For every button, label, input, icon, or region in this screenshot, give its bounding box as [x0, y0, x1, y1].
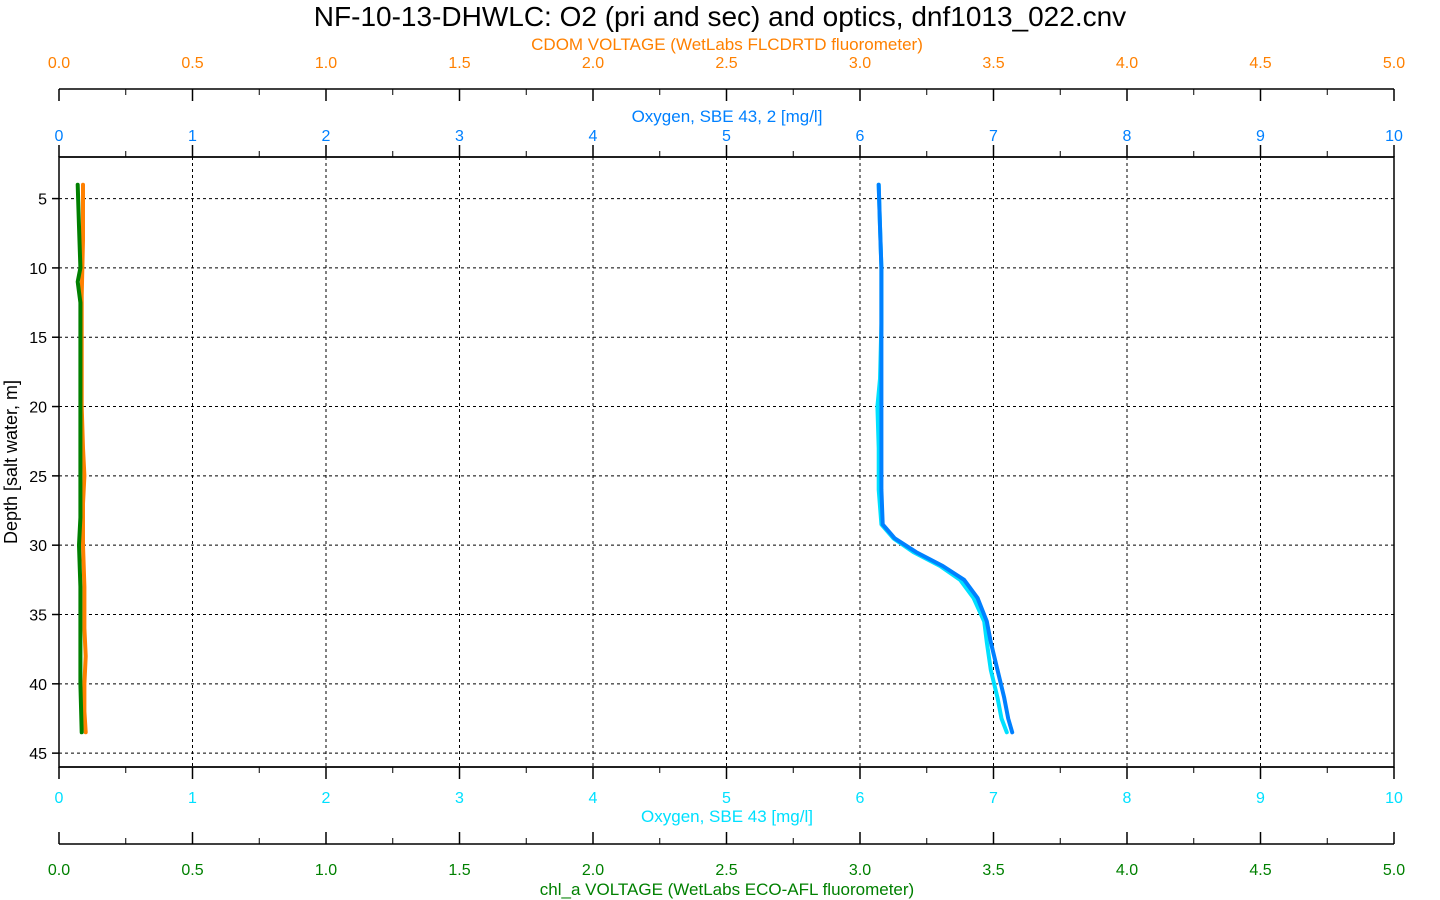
- top-outer-axis-tick-label: 2.0: [582, 55, 604, 72]
- bottom-outer-axis-tick-label: 4.5: [1249, 862, 1271, 879]
- top-outer-axis-tick-label: 0.0: [48, 55, 70, 72]
- bottom-outer-axis-tick-label: 4.0: [1116, 862, 1138, 879]
- top-outer-axis-label: CDOM VOLTAGE (WetLabs FLCDRTD fluoromete…: [531, 35, 923, 54]
- series-line-bottom-outer: [75, 182, 84, 735]
- top-inner-axis-tick-label: 5: [722, 128, 731, 145]
- top-outer-axis-tick-label: 5.0: [1383, 55, 1405, 72]
- top-inner-axis-tick-label: 4: [589, 128, 598, 145]
- bottom-inner-axis-tick-label: 2: [322, 790, 331, 807]
- bottom-outer-axis-tick-label: 2.5: [715, 862, 737, 879]
- top-inner-axis-tick-label: 6: [856, 128, 865, 145]
- y-tick-label: 15: [29, 330, 47, 347]
- bottom-outer-axis-tick-label: 1.5: [448, 862, 470, 879]
- series-line-bottom-inner: [875, 182, 1009, 735]
- bottom-inner-axis-tick-label: 4: [589, 790, 598, 807]
- bottom-outer-axis-tick-label: 3.0: [849, 862, 871, 879]
- bottom-outer-axis-tick-label: 0.0: [48, 862, 70, 879]
- grid-lines: [59, 157, 1394, 767]
- series-line-top-inner: [876, 182, 1015, 735]
- bottom-inner-axis-tick-label: 8: [1123, 790, 1132, 807]
- bottom-inner-axis-tick-label: 3: [455, 790, 464, 807]
- bottom-outer-axis-tick-label: 1.0: [315, 862, 337, 879]
- top-inner-axis-tick-label: 10: [1385, 128, 1403, 145]
- y-tick-label: 45: [29, 746, 47, 763]
- top-inner-axis-tick-label: 8: [1123, 128, 1132, 145]
- y-tick-label: 40: [29, 677, 47, 694]
- bottom-outer-axis-tick-label: 3.5: [982, 862, 1004, 879]
- y-axis-label: Depth [salt water, m]: [1, 380, 21, 544]
- bottom-outer-axis-tick-label: 5.0: [1383, 862, 1405, 879]
- top-outer-axis-tick-label: 0.5: [181, 55, 203, 72]
- top-outer-axis-tick-label: 1.0: [315, 55, 337, 72]
- plot-frame: [58, 156, 1395, 768]
- bottom-inner-axis-tick-label: 5: [722, 790, 731, 807]
- top-inner-axis-tick-label: 3: [455, 128, 464, 145]
- top-outer-axis-tick-label: 3.5: [982, 55, 1004, 72]
- top-outer-axis-tick-label: 4.5: [1249, 55, 1271, 72]
- data-series: [75, 182, 1015, 735]
- top-outer-axis-tick-label: 2.5: [715, 55, 737, 72]
- top-outer-axis-tick-label: 3.0: [849, 55, 871, 72]
- top-inner-axis-tick-label: 7: [989, 128, 998, 145]
- y-tick-label: 5: [38, 192, 47, 209]
- bottom-inner-axis-tick-label: 6: [856, 790, 865, 807]
- chart-title: NF-10-13-DHWLC: O2 (pri and sec) and opt…: [314, 1, 1126, 32]
- bottom-inner-axis-tick-label: 10: [1385, 790, 1403, 807]
- top-outer-axis-tick-label: 1.5: [448, 55, 470, 72]
- y-tick-label: 20: [29, 400, 47, 417]
- bottom-outer-axis-tick-label: 0.5: [181, 862, 203, 879]
- bottom-outer-axis-tick-label: 2.0: [582, 862, 604, 879]
- y-tick-label: 35: [29, 608, 47, 625]
- bottom-inner-axis-tick-label: 1: [188, 790, 197, 807]
- y-tick-label: 10: [29, 261, 47, 278]
- top-inner-axis-tick-label: 0: [55, 128, 64, 145]
- top-inner-axis-label: Oxygen, SBE 43, 2 [mg/l]: [632, 107, 823, 126]
- bottom-outer-axis-label: chl_a VOLTAGE (WetLabs ECO-AFL fluoromet…: [540, 880, 914, 899]
- top-inner-axis-tick-label: 9: [1256, 128, 1265, 145]
- top-outer-axis-tick-label: 4.0: [1116, 55, 1138, 72]
- top-inner-axis-tick-label: 2: [322, 128, 331, 145]
- bottom-inner-axis-tick-label: 0: [55, 790, 64, 807]
- y-tick-label: 25: [29, 469, 47, 486]
- bottom-inner-axis-label: Oxygen, SBE 43 [mg/l]: [641, 807, 813, 826]
- y-tick-label: 30: [29, 538, 47, 555]
- bottom-inner-axis-tick-label: 9: [1256, 790, 1265, 807]
- bottom-inner-axis-tick-label: 7: [989, 790, 998, 807]
- top-inner-axis-tick-label: 1: [188, 128, 197, 145]
